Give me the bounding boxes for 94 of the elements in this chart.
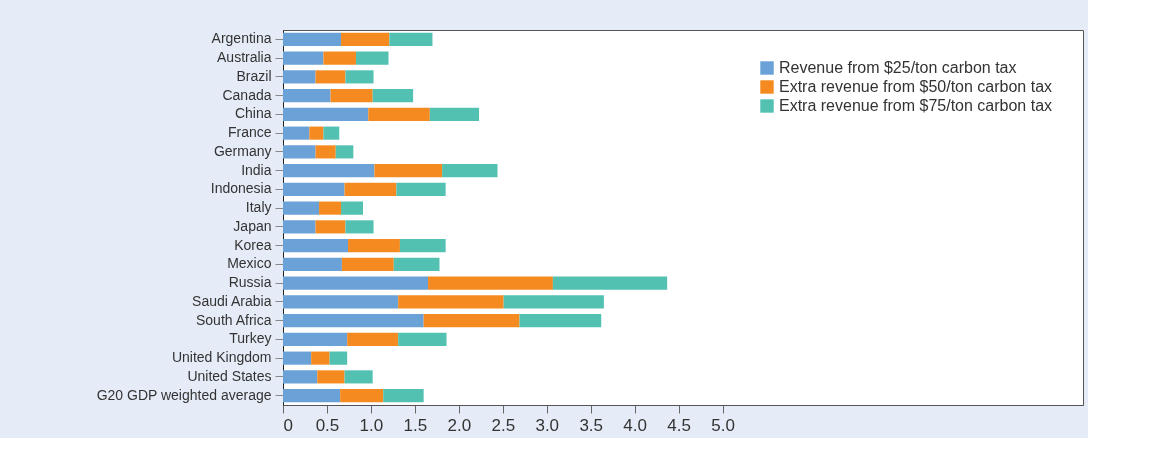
y-tick-label: Canada: [222, 86, 272, 103]
bar: [341, 201, 363, 215]
x-tick-label: 1.0: [359, 415, 384, 435]
bar: [347, 332, 399, 346]
y-tick-label: Turkey: [229, 330, 272, 347]
bar: [317, 370, 345, 384]
bar: [283, 220, 316, 234]
bar: [423, 314, 520, 328]
bar: [383, 389, 424, 403]
x-tick-label: 0: [283, 415, 293, 435]
bar: [389, 32, 433, 46]
bar: [398, 332, 447, 346]
bar: [368, 107, 430, 121]
bar: [311, 351, 330, 365]
bar: [283, 32, 342, 46]
y-tick-label: India: [241, 161, 272, 178]
bar: [309, 126, 324, 140]
y-tick-label: China: [234, 105, 272, 122]
x-tick-label: 3.5: [579, 415, 604, 435]
y-tick-label: Germany: [213, 142, 272, 159]
bar: [283, 70, 316, 84]
y-tick-label: United Kingdom: [171, 349, 272, 366]
legend-label: Extra revenue from $75/ton carbon tax: [779, 97, 1053, 114]
y-tick-label: United States: [187, 367, 272, 384]
bar: [319, 201, 342, 215]
bar: [283, 351, 312, 365]
bar: [283, 332, 348, 346]
legend-label: Extra revenue from $50/ton carbon tax: [779, 78, 1053, 95]
bar: [315, 145, 336, 159]
bar: [329, 351, 348, 365]
bar: [355, 51, 389, 65]
bar: [552, 276, 668, 290]
bar: [315, 70, 346, 84]
bar: [442, 164, 498, 178]
bar: [374, 164, 443, 178]
legend-label: Revenue from $25/ton carbon tax: [779, 59, 1017, 76]
bar: [283, 107, 369, 121]
x-tick-label: 4.5: [667, 415, 691, 435]
bar: [428, 276, 553, 290]
bar: [315, 220, 346, 234]
bar: [519, 314, 602, 328]
bar: [283, 201, 320, 215]
bar: [283, 314, 424, 328]
y-tick-label: Mexico: [227, 255, 272, 272]
bar: [283, 257, 342, 271]
bar: [348, 239, 400, 253]
y-tick-label: G20 GDP weighted average: [96, 386, 272, 403]
bar: [396, 182, 446, 196]
bar: [340, 389, 384, 403]
bar: [323, 51, 356, 65]
x-tick-label: 0.5: [315, 415, 340, 435]
bar: [283, 51, 324, 65]
bar: [283, 145, 316, 159]
bar: [283, 276, 429, 290]
bar: [283, 370, 318, 384]
y-tick-label: Indonesia: [210, 180, 272, 197]
bar: [344, 182, 397, 196]
bar: [283, 164, 375, 178]
bar: [399, 239, 446, 253]
y-tick-label: Argentina: [211, 30, 272, 47]
x-tick-label: 1.5: [403, 415, 428, 435]
x-tick-label: 2.0: [447, 415, 472, 435]
bar: [335, 145, 354, 159]
bar: [283, 89, 331, 103]
bar: [283, 239, 349, 253]
bar: [283, 295, 399, 309]
bar: [345, 220, 374, 234]
bar: [398, 295, 504, 309]
y-tick-label: France: [227, 124, 272, 141]
x-tick-label: 5.0: [711, 415, 735, 435]
y-tick-label: Japan: [233, 217, 272, 234]
bar: [503, 295, 604, 309]
x-tick-label: 3.0: [535, 415, 560, 435]
bar: [345, 70, 374, 84]
bar: [283, 389, 341, 403]
bar: [341, 257, 394, 271]
bar: [283, 126, 310, 140]
bar: [393, 257, 440, 271]
y-tick-label: Saudi Arabia: [192, 292, 272, 309]
x-tick-label: 2.5: [491, 415, 516, 435]
bar: [323, 126, 340, 140]
bar: [372, 89, 414, 103]
y-tick-label: Italy: [245, 199, 272, 216]
bar: [341, 32, 390, 46]
bar: [283, 182, 345, 196]
bar: [344, 370, 373, 384]
y-tick-label: Korea: [234, 236, 272, 253]
bar: [429, 107, 480, 121]
bar: [330, 89, 373, 103]
y-tick-label: Brazil: [236, 67, 272, 84]
x-tick-label: 4.0: [623, 415, 647, 435]
y-tick-label: Russia: [228, 274, 272, 291]
y-tick-label: Australia: [217, 49, 272, 66]
y-tick-label: South Africa: [196, 311, 272, 328]
